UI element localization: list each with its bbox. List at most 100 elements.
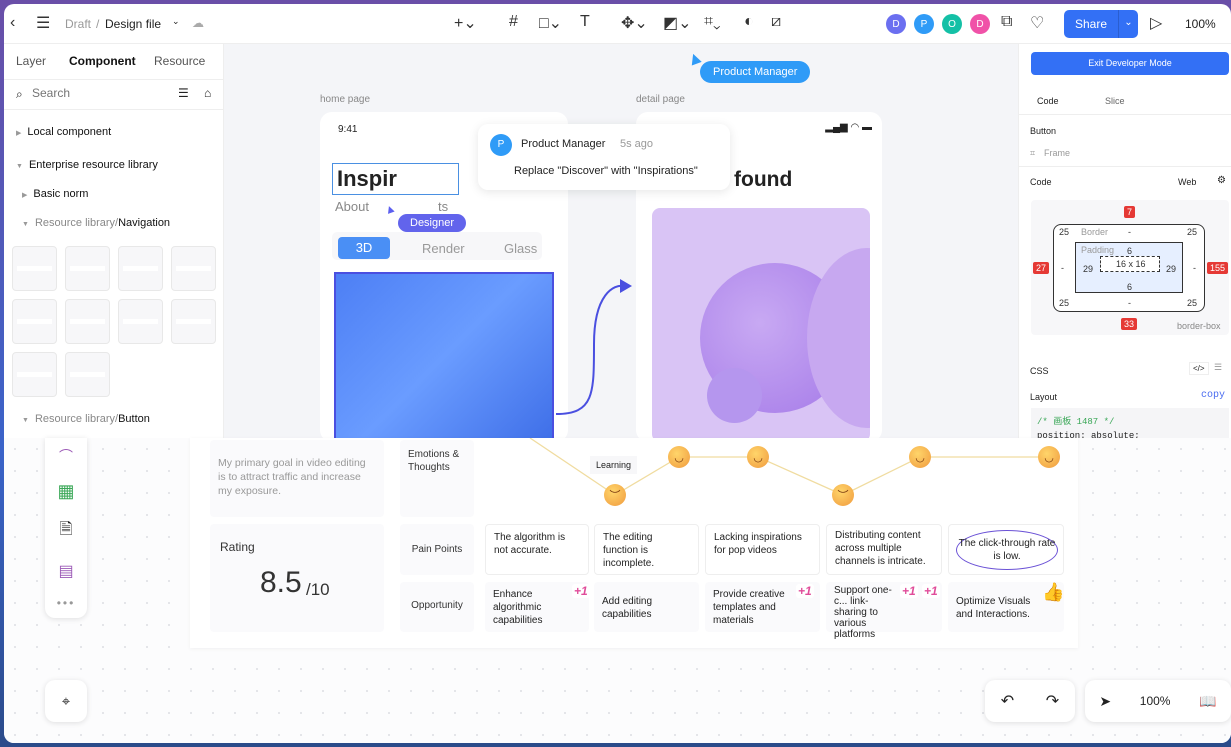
move-icon[interactable]: ✥⌄ [621,15,648,32]
pointer-icon[interactable]: ➤ [1099,692,1112,709]
detail-title: found [734,168,793,191]
pain-point-card-highlight[interactable]: The click-through rate is low. [948,524,1064,575]
layout-heading: Layout [1030,392,1058,402]
subtitle-text: About [335,199,369,214]
list-view-icon[interactable]: ☰ [178,86,189,100]
opportunity-card[interactable]: Provide creative templates and materials [705,582,820,632]
tab-render[interactable]: Render [422,241,465,256]
opportunity-card[interactable]: Add editing capabilities [594,582,699,632]
tab-slice[interactable]: Slice [1105,96,1125,106]
tab-component[interactable]: Component [69,54,136,68]
padding-top: 6 [1127,246,1133,256]
more-icon[interactable]: ••• [56,596,76,611]
frame-label-detail[interactable]: detail page [636,94,685,105]
tab-glass[interactable]: Glass [504,241,538,256]
file-name[interactable]: Design file [105,17,162,31]
component-thumbnail[interactable] [65,246,110,291]
plugin-icon[interactable]: ⧉ [1001,13,1013,30]
back-icon[interactable]: ‹ [10,14,16,31]
rectangle-icon[interactable]: □⌄ [539,15,563,32]
component-thumbnail[interactable] [118,299,163,344]
add-icon[interactable]: +⌄ [454,15,477,32]
tree-enterprise-library[interactable]: ▼ Enterprise resource library [16,159,158,171]
component-icon[interactable]: ⌗⌄ [704,13,721,30]
selection-box[interactable] [332,163,459,195]
template-icon[interactable]: ▤ [58,562,74,580]
crop-icon[interactable]: ⧄ [771,13,782,30]
text-note-icon[interactable]: 🗎 [59,520,73,538]
avatar[interactable]: O [942,14,962,34]
share-label: Share [1074,17,1108,31]
list-view-icon[interactable]: ☰ [1214,362,1223,372]
tab-3d[interactable]: 3D [338,237,390,259]
code-dropdown[interactable]: Code [1030,177,1052,187]
menu-icon[interactable]: ☰ [36,15,51,32]
comment-popup[interactable]: P Product Manager 5s ago Replace "Discov… [478,124,730,190]
comment-author: Product Manager [521,138,606,150]
code-view-icon[interactable]: </> [1189,362,1209,375]
component-thumbnail[interactable] [118,246,163,291]
tree-basic-norm[interactable]: ▶ Basic norm [22,188,89,200]
component-thumbnail[interactable] [12,352,57,397]
pain-point-card[interactable]: The editing function is incomplete. [594,524,699,575]
tree-local-component[interactable]: ▶ Local component [16,126,112,138]
component-thumbnail[interactable] [171,299,216,344]
component-thumbnail[interactable] [171,246,216,291]
library-icon[interactable]: ⌂ [204,86,212,100]
chevron-down-icon[interactable]: ⌄ [172,16,180,26]
avatar[interactable]: D [970,14,990,34]
component-thumbnail[interactable] [12,246,57,291]
lightbulb-icon[interactable]: ♡ [1030,15,1045,32]
tab-resource[interactable]: Resource [154,54,206,68]
boolean-icon[interactable]: ◩⌄ [663,15,692,32]
detail-page-frame[interactable]: ▂▄▆ ◠ ▬ found [636,112,882,442]
avatar[interactable]: P [914,14,934,34]
comment-text: Replace "Discover" with "Inspirations" [514,165,698,177]
component-thumbnail[interactable] [65,352,110,397]
text-icon[interactable]: T [580,13,590,30]
table-icon[interactable]: ▦ [57,481,75,502]
copy-link[interactable]: copy [1201,390,1226,401]
book-icon[interactable]: 📖 [1199,692,1217,709]
image-3d-card[interactable] [334,272,554,442]
mindmap-icon[interactable]: ⌒ [59,447,73,464]
pain-point-card[interactable]: The algorithm is not accurate. [485,524,589,575]
zoom-select[interactable]: 100% [1139,694,1171,708]
tree-navigation[interactable]: ▼ Resource library/Navigation [22,217,171,229]
frame-icon[interactable]: # [509,13,518,30]
frame-label-home[interactable]: home page [320,94,371,105]
thumbs-up-icon: 👍 [1042,582,1065,602]
opportunity-card[interactable]: Enhance algorithmic capabilities [485,582,589,632]
tab-layer[interactable]: Layer [16,54,47,68]
play-icon[interactable]: ▷ [1150,15,1163,32]
share-dropdown-icon[interactable]: ⌄ [1118,10,1138,38]
share-button[interactable]: Share ⌄ [1064,10,1138,38]
map-locator-button[interactable]: ⌖ [45,680,87,722]
tab-code[interactable]: Code [1037,96,1059,106]
platform-dropdown[interactable]: Web [1178,177,1197,187]
left-panel: Layer Component Resource ⌕ ☰ ⌂ ▶Local co… [4,44,224,438]
design-canvas[interactable]: home page detail page 9:41 Inspir About … [224,44,1018,442]
tree-button[interactable]: ▼ Resource library/Button [22,413,150,425]
pm-cursor-label: Product Manager [700,61,811,83]
title-text[interactable]: Inspir [337,166,397,191]
whiteboard-canvas[interactable]: My primary goal in video editing is to a… [4,438,1231,743]
row-label-emotions: Emotions & Thoughts [400,440,474,517]
prototype-link-arrow[interactable] [554,274,634,434]
avatar[interactable]: D [886,14,906,34]
exit-developer-mode-button[interactable]: Exit Developer Mode [1031,52,1229,75]
opportunity-card[interactable]: Optimize Visuals and Interactions. [948,582,1064,632]
undo-icon[interactable]: ↶ [1000,693,1015,710]
component-thumbnail[interactable] [65,299,110,344]
journey-map[interactable]: My primary goal in video editing is to a… [190,438,1078,648]
search-input[interactable] [32,86,162,100]
contrast-icon[interactable]: ◐ [744,13,754,30]
pain-point-card[interactable]: Distributing content across multiple cha… [826,524,942,575]
pain-point-card[interactable]: Lacking inspirations for pop videos [705,524,820,575]
redo-icon[interactable]: ↷ [1045,693,1060,710]
component-thumbnail[interactable] [12,299,57,344]
zoom-select[interactable]: 100% [1185,17,1216,31]
settings-sliders-icon[interactable]: ⚙ [1217,175,1226,186]
row-label-opportunity: Opportunity [400,582,474,632]
breadcrumb-parent[interactable]: Draft [65,17,92,31]
